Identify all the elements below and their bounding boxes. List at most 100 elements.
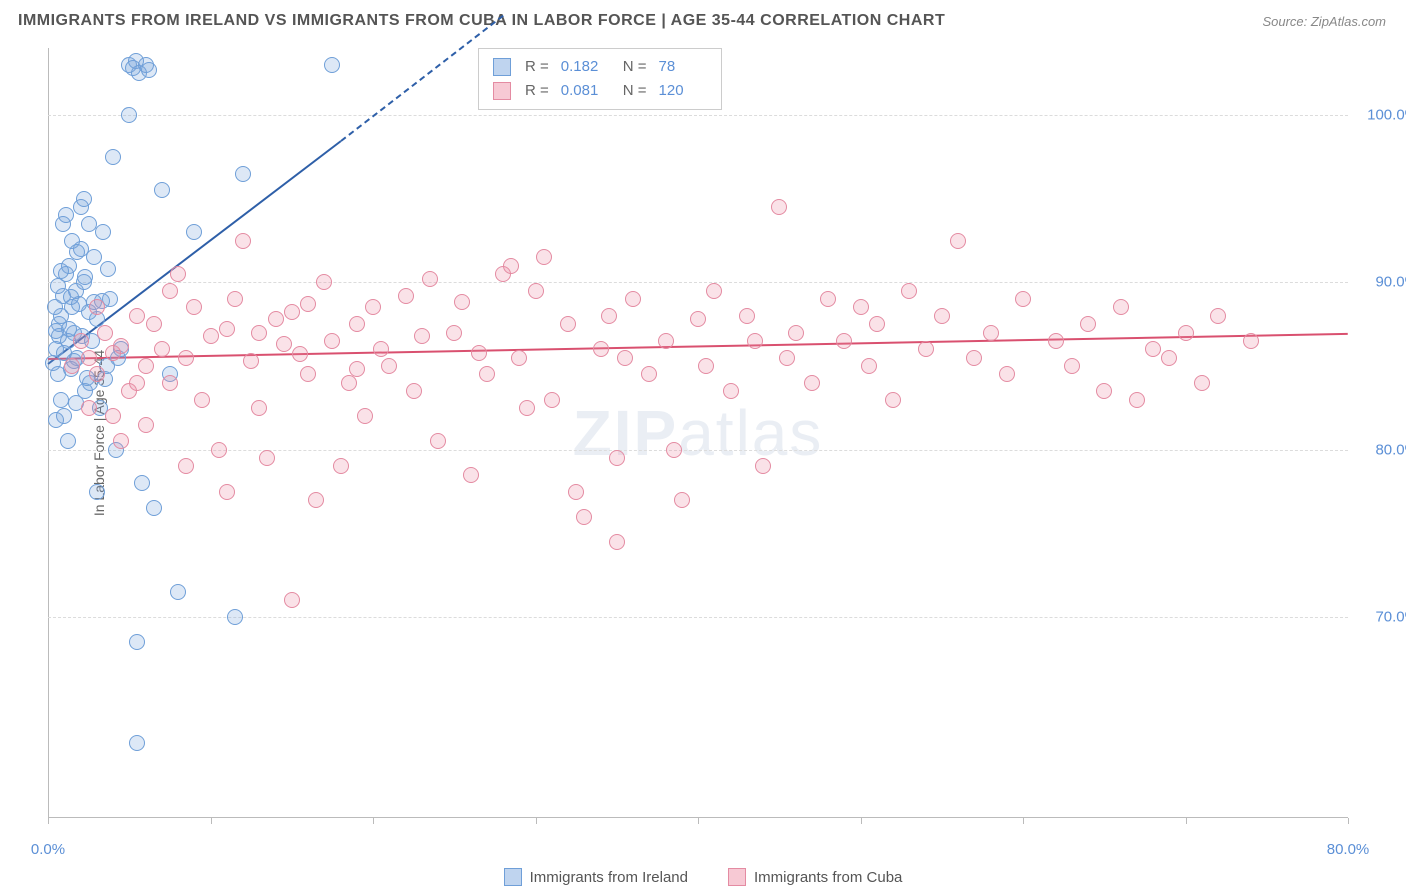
gridline-h [48,450,1348,451]
scatter-point [146,500,162,516]
scatter-point [227,609,243,625]
scatter-point [1194,375,1210,391]
scatter-point [63,289,79,305]
bottom-legend-cuba: Immigrants from Cuba [728,868,902,886]
scatter-point [77,269,93,285]
scatter-point [129,634,145,650]
legend-row-ireland: R = 0.182 N = 78 [493,55,707,79]
legend-row-cuba: R = 0.081 N = 120 [493,79,707,103]
source-label: Source: ZipAtlas.com [1262,14,1386,29]
watermark-rest: atlas [678,397,823,469]
scatter-point [251,400,267,416]
scatter-point [568,484,584,500]
scatter-point [349,361,365,377]
scatter-point [609,450,625,466]
scatter-point [779,350,795,366]
scatter-point [89,366,105,382]
x-tick [48,818,49,824]
scatter-point [58,207,74,223]
scatter-point [235,233,251,249]
scatter-point [747,333,763,349]
scatter-point [105,149,121,165]
chart-area: In Labor Force | Age 35-44 ZIPatlas 70.0… [48,48,1348,818]
scatter-point [519,400,535,416]
scatter-point [276,336,292,352]
scatter-point [89,484,105,500]
scatter-point [76,191,92,207]
correlation-legend: R = 0.182 N = 78 R = 0.081 N = 120 [478,48,722,110]
scatter-point [950,233,966,249]
scatter-point [73,333,89,349]
scatter-point [47,299,63,315]
scatter-point [658,333,674,349]
scatter-point [1129,392,1145,408]
scatter-point [50,278,66,294]
scatter-point [853,299,869,315]
scatter-point [820,291,836,307]
series-name-cuba: Immigrants from Cuba [754,869,902,886]
scatter-point [690,311,706,327]
scatter-point [105,408,121,424]
scatter-point [349,316,365,332]
scatter-point [170,266,186,282]
scatter-point [625,291,641,307]
scatter-point [528,283,544,299]
scatter-point [138,358,154,374]
scatter-point [86,249,102,265]
scatter-point [138,417,154,433]
scatter-point [227,291,243,307]
scatter-point [178,458,194,474]
scatter-point [48,412,64,428]
scatter-point [121,107,137,123]
scatter-point [1080,316,1096,332]
scatter-point [471,345,487,361]
scatter-point [373,341,389,357]
scatter-point [1113,299,1129,315]
scatter-point [666,442,682,458]
swatch-cuba [493,82,511,100]
scatter-point [674,492,690,508]
scatter-point [918,341,934,357]
scatter-point [739,308,755,324]
scatter-point [463,467,479,483]
n-value-ireland: 78 [659,55,707,79]
gridline-h [48,617,1348,618]
x-tick [373,818,374,824]
x-tick-label: 0.0% [31,841,65,858]
y-axis-line [48,48,49,818]
r-value-cuba: 0.081 [561,79,609,103]
scatter-point [53,392,69,408]
scatter-point [804,375,820,391]
x-tick [861,818,862,824]
scatter-point [755,458,771,474]
scatter-point [479,366,495,382]
scatter-point [81,350,97,366]
scatter-point [617,350,633,366]
x-tick [536,818,537,824]
scatter-point [129,375,145,391]
scatter-point [430,433,446,449]
scatter-point [129,308,145,324]
scatter-point [219,484,235,500]
scatter-point [1178,325,1194,341]
scatter-point [134,475,150,491]
scatter-point [186,224,202,240]
scatter-point [885,392,901,408]
scatter-point [706,283,722,299]
scatter-point [503,258,519,274]
scatter-point [154,341,170,357]
scatter-point [365,299,381,315]
scatter-point [771,199,787,215]
swatch-cuba-icon [728,868,746,886]
scatter-point [983,325,999,341]
scatter-point [284,592,300,608]
scatter-point [81,400,97,416]
scatter-point [698,358,714,374]
scatter-point [89,299,105,315]
gridline-h [48,115,1348,116]
scatter-point [211,442,227,458]
gridline-h [48,282,1348,283]
scatter-point [454,294,470,310]
scatter-point [292,346,308,362]
swatch-ireland [493,58,511,76]
